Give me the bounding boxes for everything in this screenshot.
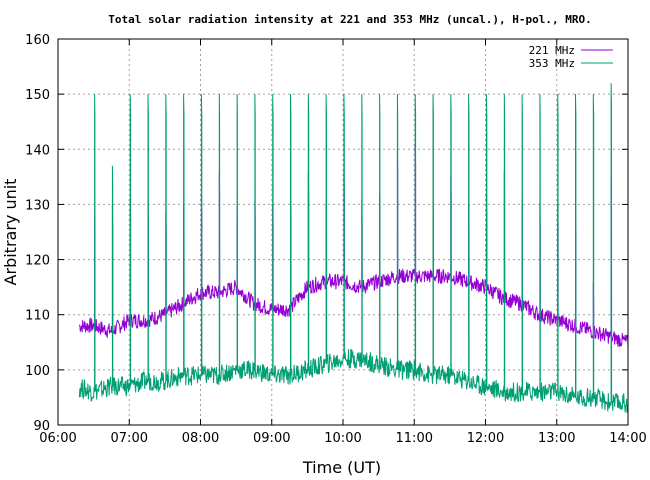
series-line-1 <box>78 143 629 348</box>
y-tick-label: 140 <box>25 143 50 158</box>
x-axis-label: Time (UT) <box>302 458 381 477</box>
legend-label-1: 221 MHz <box>529 44 575 57</box>
x-tick-label: 08:00 <box>182 431 219 446</box>
plot-frame <box>57 38 629 426</box>
y-axis-label: Arbitrary unit <box>1 179 20 286</box>
grid <box>58 39 628 425</box>
x-tick-label: 09:00 <box>253 431 290 446</box>
x-tick-label: 11:00 <box>396 431 433 446</box>
y-tick-label: 160 <box>25 33 50 48</box>
x-axis-ticks: 06:00 07:00 08:00 09:00 10:00 11:00 12:00 13:00… <box>39 39 647 446</box>
chart-title: Total solar radiation intensity at 221 a… <box>108 13 591 26</box>
y-tick-label: 120 <box>25 254 50 269</box>
y-tick-label: 110 <box>25 309 50 324</box>
x-tick-label: 13:00 <box>538 431 575 446</box>
series-lines <box>76 83 629 413</box>
x-tick-label: 12:00 <box>467 431 504 446</box>
y-tick-label: 130 <box>25 198 50 213</box>
x-tick-label: 06:00 <box>39 431 76 446</box>
x-tick-label: 07:00 <box>111 431 148 446</box>
x-tick-label: 10:00 <box>324 431 361 446</box>
y-tick-label: 150 <box>25 88 50 103</box>
y-tick-label: 100 <box>25 364 50 379</box>
y-axis-ticks: 90 100 110 120 130 140 150 160 <box>25 33 628 434</box>
legend-label-2: 353 MHz <box>529 57 575 70</box>
y-tick-label: 90 <box>33 419 50 434</box>
series-line-2 <box>78 83 629 413</box>
x-tick-label: 14:00 <box>609 431 646 446</box>
